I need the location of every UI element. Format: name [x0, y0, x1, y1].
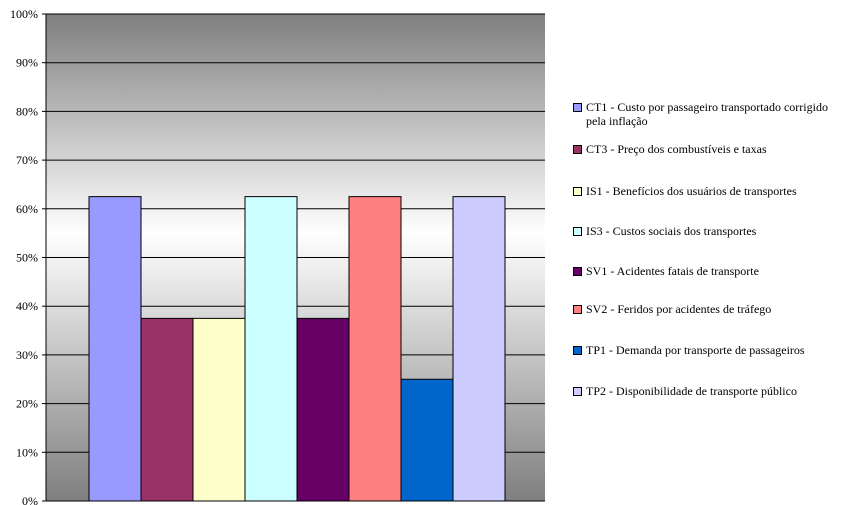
legend-item: TP2 - Disponibilidade de transporte públ… [573, 384, 841, 398]
legend-label: CT3 - Preço dos combustíveis e taxas [586, 142, 767, 156]
legend-label: TP2 - Disponibilidade de transporte públ… [586, 384, 797, 398]
y-tick-label: 60% [16, 202, 38, 216]
legend-label: TP1 - Demanda por transporte de passagei… [586, 343, 805, 357]
legend-label: SV2 - Feridos por acidentes de tráfego [586, 302, 772, 316]
bar-sv1 [296, 317, 350, 502]
legend-swatch [573, 145, 582, 154]
legend-item: SV1 - Acidentes fatais de transporte [573, 264, 841, 278]
bar-tp1 [400, 378, 454, 502]
y-tick-label: 0% [22, 494, 38, 505]
legend-swatch [573, 227, 582, 236]
legend-item: CT1 - Custo por passageiro transportado … [573, 100, 841, 128]
legend-label: CT1 - Custo por passageiro transportado … [586, 100, 828, 128]
bar-is1 [192, 317, 246, 502]
y-tick-label: 40% [16, 299, 38, 313]
legend-swatch [573, 387, 582, 396]
y-tick-label: 80% [16, 104, 38, 118]
legend-swatch [573, 187, 582, 196]
y-tick-label: 20% [16, 397, 38, 411]
legend-item: CT3 - Preço dos combustíveis e taxas [573, 142, 841, 156]
y-tick-label: 50% [16, 251, 38, 265]
legend-item: IS1 - Benefícios dos usuários de transpo… [573, 184, 841, 198]
legend-swatch [573, 305, 582, 314]
bar-tp2 [452, 196, 506, 502]
legend-item: TP1 - Demanda por transporte de passagei… [573, 343, 841, 357]
legend-swatch [573, 103, 582, 112]
legend-label: IS1 - Benefícios dos usuários de transpo… [586, 184, 797, 198]
legend-item: IS3 - Custos sociais dos transportes [573, 224, 841, 238]
bar-is3 [244, 196, 298, 502]
legend-label: SV1 - Acidentes fatais de transporte [586, 264, 759, 278]
bar-ct1 [88, 196, 142, 502]
y-tick-label: 30% [16, 348, 38, 362]
y-tick-label: 10% [16, 445, 38, 459]
bar-ct3 [140, 317, 194, 502]
legend-item: SV2 - Feridos por acidentes de tráfego [573, 302, 841, 316]
legend-swatch [573, 267, 582, 276]
y-tick-label: 70% [16, 153, 38, 167]
y-tick-label: 100% [10, 7, 38, 21]
bar-sv2 [348, 196, 402, 502]
legend-swatch [573, 346, 582, 355]
legend-label: IS3 - Custos sociais dos transportes [586, 224, 757, 238]
y-tick-label: 90% [16, 56, 38, 70]
